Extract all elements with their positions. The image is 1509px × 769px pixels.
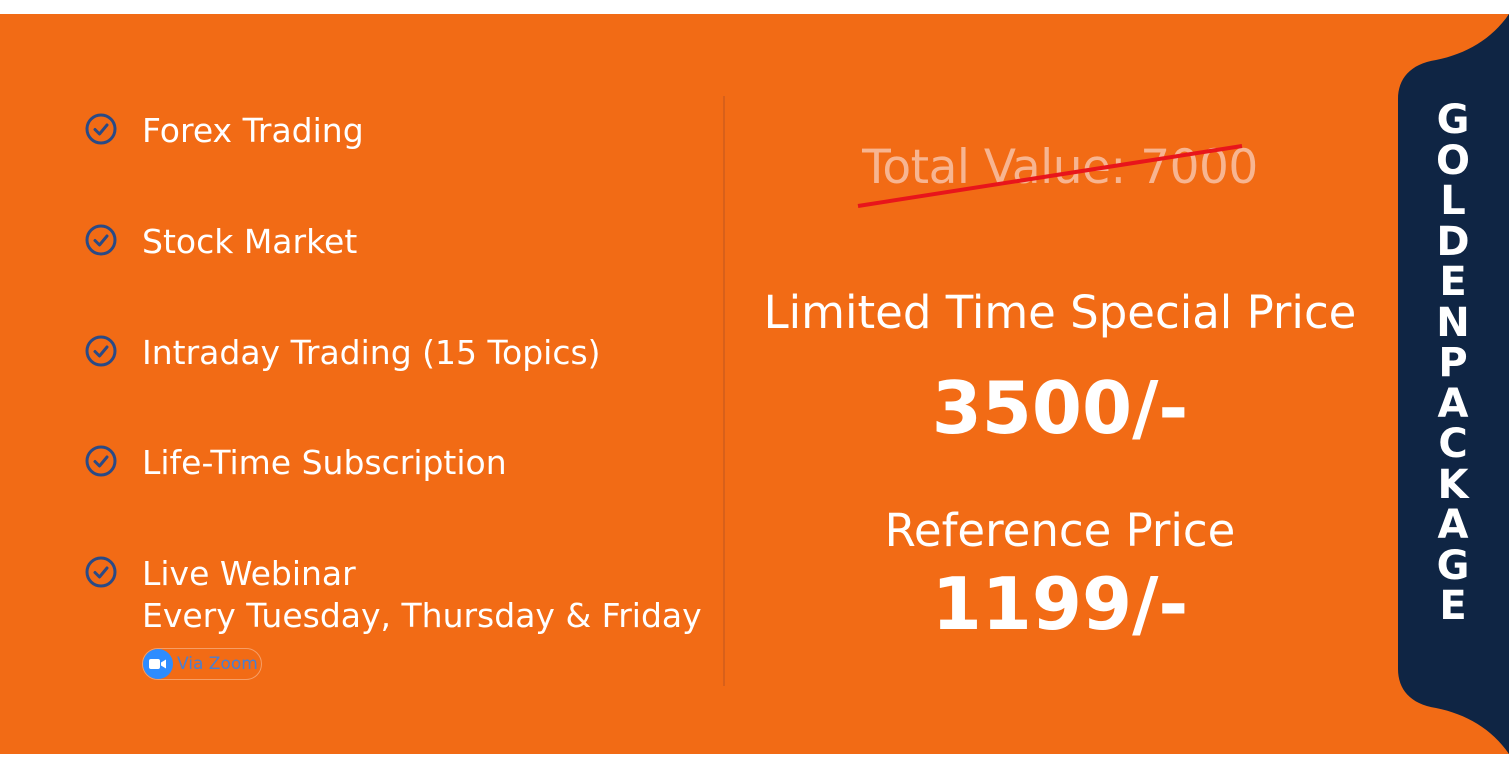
feature-schedule: Every Tuesday, Thursday & Friday [142,596,702,635]
feature-label: Stock Market [142,222,358,261]
total-value-wrap: Total Value: 7000 [740,140,1380,195]
reference-price-value: 1199/- [931,562,1189,646]
feature-label: Live Webinar [142,554,356,593]
column-divider [723,96,725,686]
feature-label-group: Live Webinar Every Tuesday, Thursday & F… [142,553,702,637]
feature-item: Stock Market [84,221,357,263]
feature-list: Forex Trading Stock Market Intraday Trad… [84,14,704,754]
pricing-panel: Total Value: 7000 Limited Time Special P… [740,14,1380,754]
ribbon-letter: C [1438,421,1468,467]
special-price-value: 3500/- [931,366,1189,450]
check-circle-icon [85,224,117,256]
check-circle-icon [85,335,117,367]
strikethrough-line [857,144,1243,208]
ribbon-letter: A [1437,502,1469,548]
feature-item: Intraday Trading (15 Topics) [84,332,601,374]
check-circle-icon [85,113,117,145]
total-value: Total Value: 7000 [862,140,1258,195]
ribbon-letter: E [1439,259,1467,305]
special-price-label: Limited Time Special Price [763,286,1357,339]
zoom-badge[interactable]: Via Zoom [142,648,262,680]
ribbon-letter: D [1436,218,1470,265]
ribbon-letter: G [1436,97,1470,143]
ribbon-letter: A [1437,380,1469,427]
feature-label: Life-Time Subscription [142,443,507,482]
ribbon-letter: G [1436,542,1470,589]
check-circle-icon [85,445,117,477]
feature-item: Life-Time Subscription [84,442,507,484]
reference-price-label: Reference Price [884,504,1236,557]
feature-item: Live Webinar Every Tuesday, Thursday & F… [84,553,702,637]
video-camera-icon [143,649,173,679]
check-circle-icon [85,556,117,588]
zoom-label: Via Zoom [177,654,258,674]
ribbon-letter: O [1435,137,1470,184]
feature-label: Forex Trading [142,111,364,150]
ribbon-letter: K [1437,461,1469,508]
ribbon-shape [1398,14,1509,754]
feature-label: Intraday Trading (15 Topics) [142,333,601,372]
ribbon-letter: E [1439,583,1467,629]
ribbon-letter: N [1436,299,1470,346]
package-ribbon: G O L D E N P A C K A G E [1396,14,1509,754]
ribbon-letter: L [1440,178,1466,224]
ribbon-title: G O L D E N P A C K A G E [1410,100,1496,627]
feature-item: Forex Trading [84,110,364,152]
package-banner: Forex Trading Stock Market Intraday Trad… [0,14,1509,754]
ribbon-letter: P [1438,340,1468,386]
